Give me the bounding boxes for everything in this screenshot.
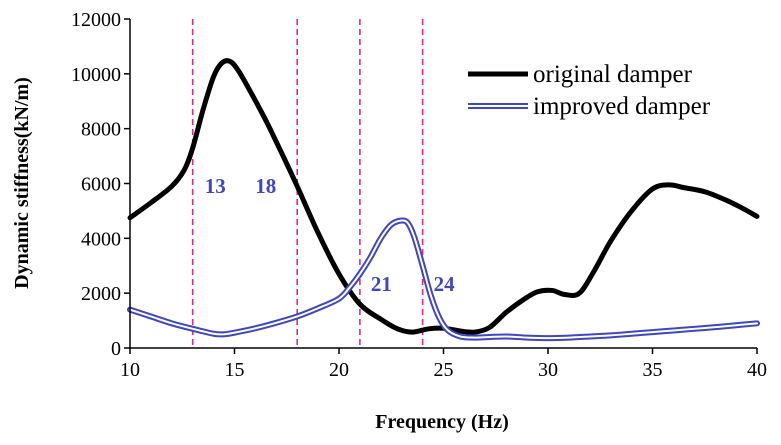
x-tick-label: 40	[747, 359, 767, 381]
x-tick-label: 35	[643, 359, 663, 381]
tick-labels: 0 2000 4000 6000 8000 10000 12000 10 15 20 25 30 35 4…	[71, 9, 767, 381]
y-tick-label: 0	[111, 338, 121, 360]
axes	[124, 18, 758, 354]
series-original-damper	[127, 58, 760, 335]
y-tick-label: 2000	[81, 283, 121, 305]
x-axis-title: Frequency (Hz)	[375, 411, 509, 433]
reference-lines	[191, 19, 424, 348]
y-tick-label: 8000	[81, 119, 121, 141]
x-tick-label: 20	[329, 359, 349, 381]
y-tick-label: 12000	[71, 9, 121, 31]
reference-label-21: 21	[371, 272, 392, 296]
y-tick-label: 4000	[81, 228, 121, 250]
x-tick-label: 10	[120, 359, 140, 381]
x-tick-label: 15	[225, 359, 245, 381]
reference-label-24: 24	[434, 272, 456, 296]
y-tick-label: 10000	[71, 64, 121, 86]
legend-label-improved: improved damper	[533, 93, 711, 120]
x-tick-label: 25	[434, 359, 454, 381]
reference-label-13: 13	[205, 174, 226, 198]
legend-label-original: original damper	[533, 61, 693, 88]
series-improved-damper-inner	[129, 219, 758, 340]
y-tick-label: 6000	[81, 174, 121, 196]
x-tick-label: 30	[538, 359, 558, 381]
series-layer	[127, 58, 760, 342]
y-axis-title: Dynamic stiffness(kN/m)	[11, 77, 33, 289]
reference-line-labels: 13 18 21 24	[205, 174, 455, 296]
legend: original damper improved damper	[468, 61, 711, 120]
reference-label-18: 18	[255, 174, 276, 198]
